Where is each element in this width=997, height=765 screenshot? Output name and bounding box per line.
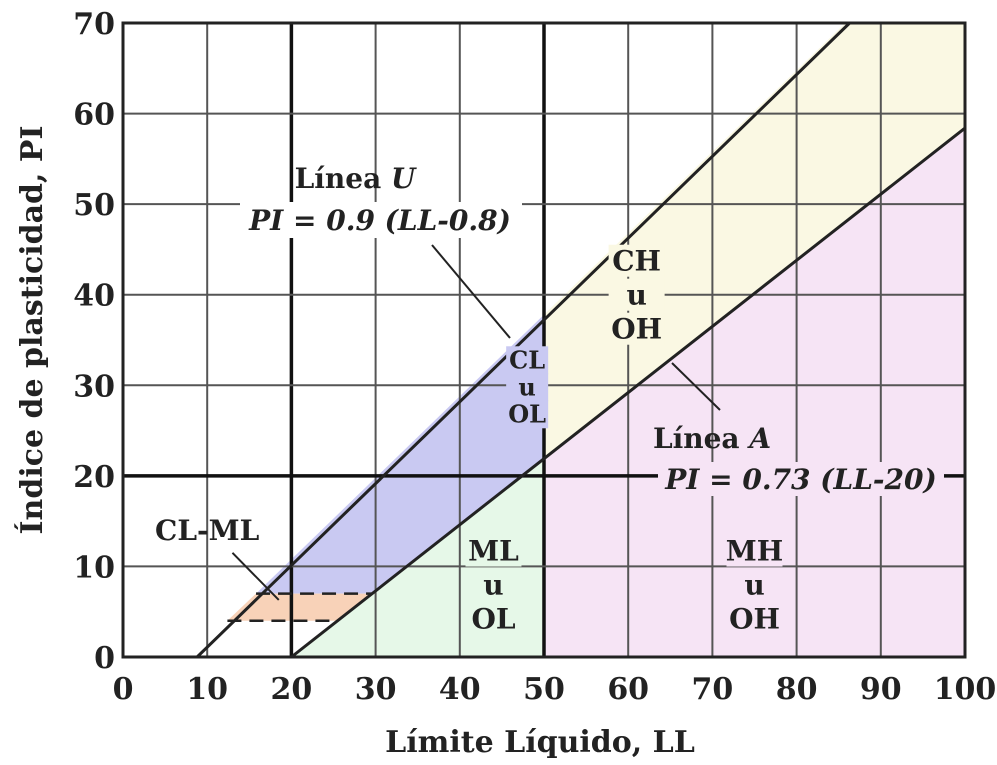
zone-label-line: CH [612, 245, 661, 278]
y-tick-label: 10 [73, 550, 115, 585]
x-tick-label: 80 [776, 672, 818, 707]
zone-label-line: u [483, 569, 503, 602]
y-tick-label: 0 [94, 641, 115, 676]
y-tick-label: 40 [73, 279, 115, 314]
x-tick-label: 30 [355, 672, 397, 707]
cl-ml-leader [231, 552, 280, 601]
grid-lines [121, 21, 967, 659]
x-tick-label: 100 [934, 672, 997, 707]
y-tick-label: 50 [73, 188, 115, 223]
zone-label-line: OL [471, 603, 515, 636]
zone-label-backing [726, 534, 783, 567]
u-line-title-var: U [391, 162, 417, 195]
a-line-equation: PI = 0.73 (LL-20) [664, 463, 937, 496]
y-tick-label: 30 [73, 369, 115, 404]
plot-frame [121, 21, 967, 659]
y-tick-label: 60 [73, 98, 115, 133]
zone-label-line: u [744, 569, 764, 602]
classification-lines [196, 21, 966, 659]
zone-label-backing [608, 244, 665, 277]
zone-label-backing [506, 373, 549, 402]
u-line-equation-backing [240, 202, 522, 238]
zone-label-backing [506, 400, 549, 429]
x-tick-label: 90 [860, 672, 902, 707]
y-tick-label: 20 [73, 460, 115, 495]
a-line [290, 126, 966, 659]
a-line-title: Línea A [653, 422, 771, 455]
zone-label-line: CL-ML [155, 514, 260, 547]
a-line-title-prefix: Línea [653, 422, 749, 455]
a-line-leader [671, 362, 721, 411]
zone-label-line: OH [611, 313, 662, 346]
u-line [196, 21, 851, 659]
y-axis-label: Índice de plasticidad, PI [14, 125, 50, 534]
x-tick-label: 70 [692, 672, 734, 707]
x-tick-label: 50 [523, 672, 565, 707]
zone-label-backing [726, 602, 783, 635]
x-axis-label: Límite Líquido, LL [385, 725, 695, 760]
y-tick-label: 70 [73, 7, 115, 42]
zone-label-line: CL [509, 345, 545, 374]
zone-label-line: OH [729, 603, 780, 636]
x-tick-label: 40 [439, 672, 481, 707]
zone-label-line: MH [726, 535, 783, 568]
zone-label-line: OL [508, 399, 546, 428]
x-tick-label: 10 [186, 672, 228, 707]
u-line-equation: PI = 0.9 (LL-0.8) [248, 204, 511, 237]
zone-label-backing [465, 602, 522, 635]
u-line-title-prefix: Línea [295, 162, 391, 195]
a-line-equation-backing [658, 462, 944, 496]
zone-label-line: ML [468, 535, 519, 568]
zone-mh-oh-fill [544, 128, 965, 658]
tick-labels: 0 10 20 30 40 50 60 70 80 90 100 0 10 20 30 40 50 60 70 [73, 7, 996, 707]
zone-label-cl-ml: CL-ML [155, 514, 260, 547]
u-line-leader [431, 244, 511, 339]
zone-label-line: u [626, 279, 646, 312]
zone-label-backing [465, 568, 522, 601]
zone-cl-ml-fill [227, 593, 373, 621]
annotations: Línea U PI = 0.9 (LL-0.8) Línea A PI = 0.73… [240, 162, 944, 496]
zone-label-line: u [518, 372, 535, 401]
zone-ch-oh-fill [544, 23, 965, 459]
zone-label-backing [726, 568, 783, 601]
x-tick-label: 60 [607, 672, 649, 707]
u-line-title: Línea U [295, 162, 417, 195]
zone-label-backing [608, 312, 665, 345]
a-line-title-var: A [746, 422, 771, 455]
x-tick-label: 0 [113, 672, 134, 707]
zone-label-backing [608, 278, 665, 311]
x-tick-label: 20 [271, 672, 313, 707]
zone-label-backing [506, 346, 549, 375]
zone-label-backing [465, 534, 522, 567]
